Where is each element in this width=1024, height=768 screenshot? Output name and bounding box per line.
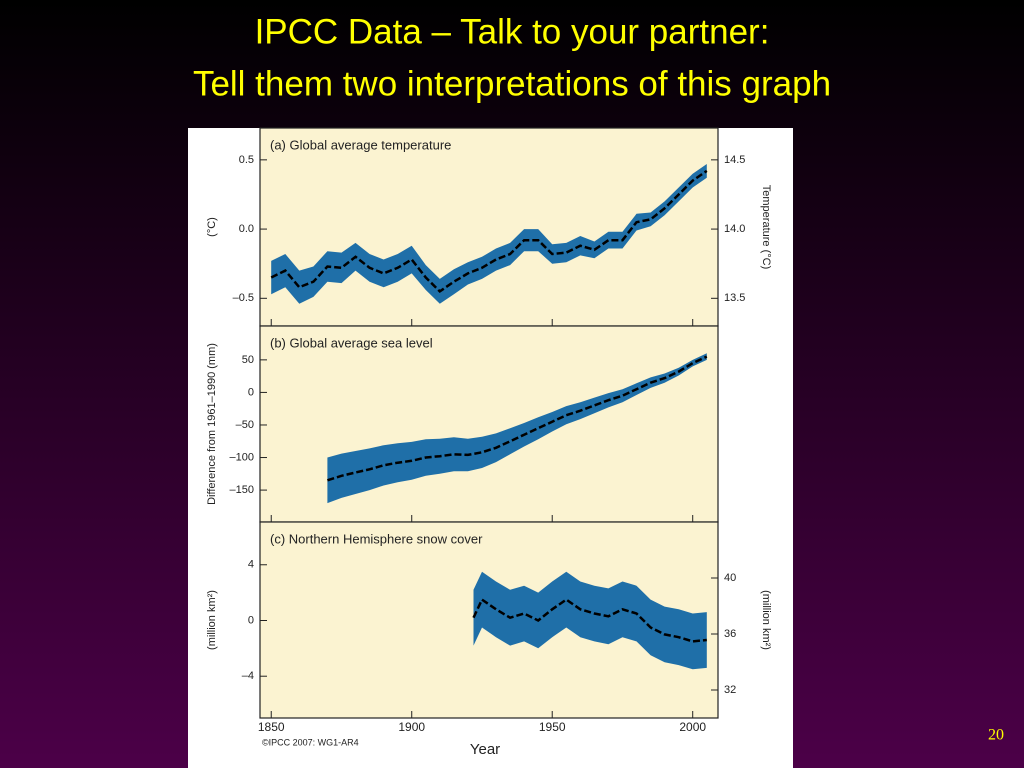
y-tick-label: 50 <box>242 354 254 366</box>
uncertainty-band <box>271 164 707 304</box>
panel-title: (b) Global average sea level <box>270 335 433 350</box>
credit: ©IPCC 2007: WG1-AR4 <box>262 737 359 747</box>
y2-tick-label: 13.5 <box>724 292 745 304</box>
page-number: 20 <box>988 727 1004 744</box>
plot-area <box>259 127 719 327</box>
y-tick-label: 4 <box>248 559 254 571</box>
y-axis-label: (°C) <box>206 217 218 237</box>
data-line <box>327 355 708 482</box>
x-tick-label: 1950 <box>539 720 566 734</box>
panel-title: (a) Global average temperature <box>270 137 451 152</box>
y2-tick-label: 40 <box>724 572 736 584</box>
slide-title: Tell them two interpretations of this gr… <box>193 64 831 103</box>
y2-tick-label: 14.0 <box>724 223 745 235</box>
y-tick-label: –150 <box>230 484 254 496</box>
uncertainty-band <box>473 571 707 670</box>
y-tick-label: –4 <box>242 670 254 682</box>
y-tick-label: 0.5 <box>239 154 254 166</box>
panel-title: (c) Northern Hemisphere snow cover <box>270 531 483 546</box>
y-tick-label: 0 <box>248 386 254 398</box>
data-line <box>472 597 707 643</box>
x-tick-label: 1900 <box>398 720 425 734</box>
plots: (a) Global average temperature (°C) 0.5 0.0… <box>206 127 772 734</box>
x-tick-label: 2000 <box>679 720 706 734</box>
y2-axis-label: (million km²) <box>760 590 772 650</box>
y-tick-label: –50 <box>236 419 254 431</box>
x-axis-label: Year <box>470 741 500 758</box>
y-tick-label: –100 <box>230 451 254 463</box>
y2-tick-label: 32 <box>724 684 736 696</box>
y-tick-label: –0.5 <box>233 292 254 304</box>
data-line <box>270 169 708 294</box>
x-tick-label: 1850 <box>258 720 285 734</box>
y-tick-label: 0 <box>248 614 254 626</box>
uncertainty-band <box>327 353 707 504</box>
y2-tick-label: 36 <box>724 628 736 640</box>
slide-title: IPCC Data – Talk to your partner: <box>255 12 770 51</box>
y-axis-label: Difference from 1961–1990 (mm) <box>206 343 218 505</box>
y-tick-label: 0.0 <box>239 223 254 235</box>
y2-tick-label: 14.5 <box>724 154 745 166</box>
y-axis-label: (million km²) <box>206 590 218 650</box>
y2-axis-label: Temperature (°C) <box>760 185 772 269</box>
